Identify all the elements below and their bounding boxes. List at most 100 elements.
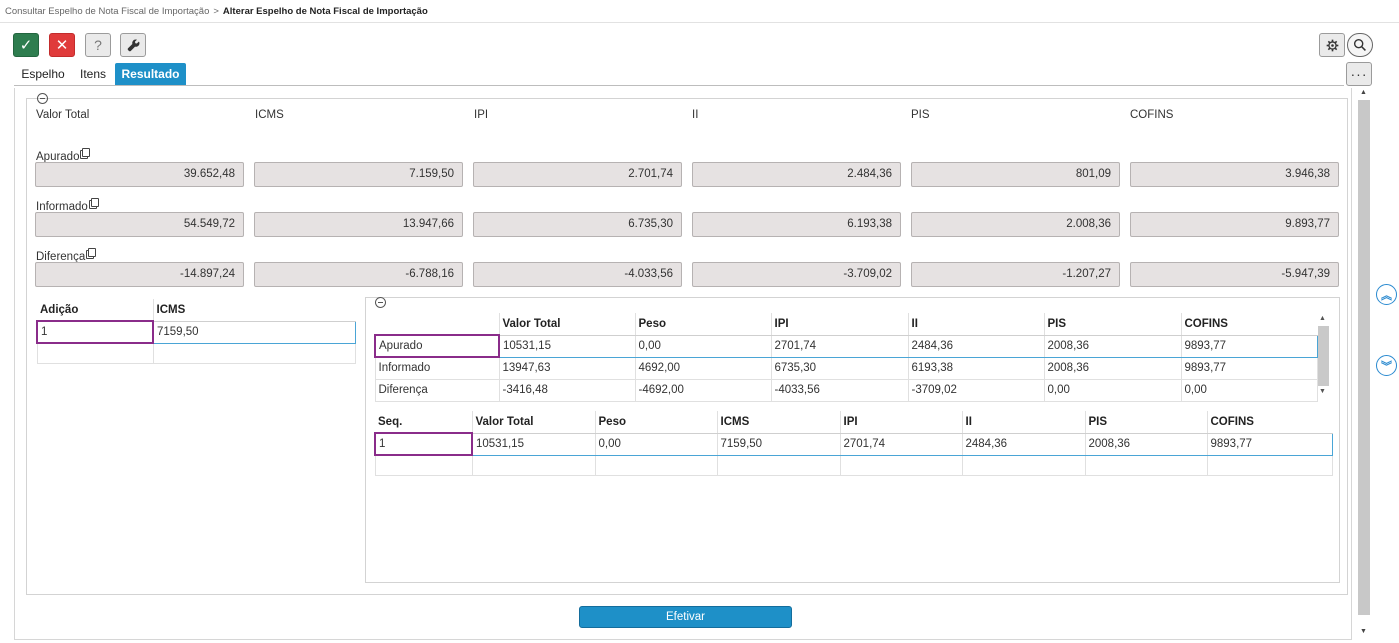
summary-header-valor-total: Valor Total xyxy=(36,109,90,121)
column-header-seq[interactable]: Seq. xyxy=(375,411,472,434)
column-header-pis[interactable]: PIS xyxy=(1043,313,1181,336)
copy-icon[interactable] xyxy=(86,248,97,259)
breadcrumb-parent-link[interactable]: Consultar Espelho de Nota Fiscal de Impo… xyxy=(5,6,210,17)
cell-cofins[interactable]: 9893,77 xyxy=(1206,432,1333,456)
tab-espelho[interactable]: Espelho xyxy=(21,67,65,81)
column-header-ii[interactable]: II xyxy=(961,411,1085,434)
cell-ipi[interactable]: 2701,74 xyxy=(839,432,963,456)
column-header-peso[interactable]: Peso xyxy=(594,411,717,434)
summary-header-pis: PIS xyxy=(911,109,930,121)
compare-table-scrollbar[interactable]: ▲ ▼ xyxy=(1316,314,1331,399)
cell-label[interactable]: Informado xyxy=(374,356,500,380)
cell-label[interactable]: Apurado xyxy=(374,334,500,358)
more-icon: ··· xyxy=(1350,66,1368,82)
column-header-ii[interactable]: II xyxy=(907,313,1044,336)
cell-icms[interactable]: 7159,50 xyxy=(152,320,356,344)
column-header-cofins[interactable]: COFINS xyxy=(1206,411,1332,434)
copy-icon[interactable] xyxy=(80,148,91,159)
column-header-ipi[interactable]: IPI xyxy=(770,313,908,336)
column-header-valor-total[interactable]: Valor Total xyxy=(498,313,635,336)
table-row[interactable]: Diferença -3416,48 -4692,00 -4033,56 -37… xyxy=(374,378,1318,402)
cell-ipi[interactable]: -4033,56 xyxy=(770,378,909,402)
collapse-summary-icon[interactable] xyxy=(37,93,48,104)
item-detail-panel xyxy=(365,297,1340,583)
cell-adicao[interactable]: 1 xyxy=(36,320,154,344)
adicao-table: Adição ICMS 1 7159,50 xyxy=(36,299,356,364)
table-row[interactable]: 1 7159,50 xyxy=(36,320,356,344)
cell-valor-total[interactable]: 10531,15 xyxy=(471,432,596,456)
cell-peso[interactable]: 0,00 xyxy=(634,334,772,358)
tab-itens[interactable]: Itens xyxy=(79,67,106,81)
column-header-valor-total[interactable]: Valor Total xyxy=(471,411,595,434)
cell-ii[interactable]: -3709,02 xyxy=(907,378,1045,402)
summary-header-ipi: IPI xyxy=(474,109,489,121)
table-row[interactable]: Informado 13947,63 4692,00 6735,30 6193,… xyxy=(374,356,1318,380)
cell-valor-total[interactable]: 10531,15 xyxy=(498,334,636,358)
apurado-cofins: 3.946,38 xyxy=(1130,162,1339,187)
cell-pis[interactable]: 2008,36 xyxy=(1084,432,1208,456)
apurado-ii: 2.484,36 xyxy=(692,162,901,187)
cell-cofins[interactable]: 0,00 xyxy=(1180,378,1318,402)
scroll-up-arrow-icon[interactable]: ▲ xyxy=(1319,315,1326,322)
cell-seq[interactable]: 1 xyxy=(374,432,473,456)
table-header-row: Seq. Valor Total Peso ICMS IPI II PIS CO… xyxy=(375,411,1332,434)
table-row[interactable]: 1 10531,15 0,00 7159,50 2701,74 2484,36 … xyxy=(374,432,1333,456)
cell-label[interactable]: Diferença xyxy=(374,378,500,402)
settings-button[interactable] xyxy=(1319,33,1345,57)
cell-pis[interactable]: 0,00 xyxy=(1043,378,1182,402)
tab-resultado[interactable]: Resultado xyxy=(115,63,186,85)
cell-ii[interactable]: 2484,36 xyxy=(907,334,1045,358)
cell-valor-total[interactable]: -3416,48 xyxy=(498,378,636,402)
apurado-valor-total: 39.652,48 xyxy=(35,162,244,187)
apurado-ipi: 2.701,74 xyxy=(473,162,682,187)
cell-ii[interactable]: 6193,38 xyxy=(907,356,1045,380)
tools-button[interactable] xyxy=(120,33,146,57)
cancel-button[interactable]: ✕ xyxy=(49,33,75,57)
column-header-icms[interactable]: ICMS xyxy=(152,299,355,322)
double-chevron-up-icon: ︽ xyxy=(1381,289,1392,302)
search-button[interactable] xyxy=(1347,33,1373,57)
more-options-button[interactable]: ··· xyxy=(1346,62,1372,86)
cell-pis[interactable]: 2008,36 xyxy=(1043,334,1182,358)
scrollbar-thumb[interactable] xyxy=(1318,326,1329,386)
efetivar-button[interactable]: Efetivar xyxy=(579,606,792,628)
tab-divider xyxy=(14,85,1344,86)
column-header-cofins[interactable]: COFINS xyxy=(1180,313,1317,336)
cell-peso[interactable]: 4692,00 xyxy=(634,356,772,380)
scroll-down-arrow-icon[interactable]: ▼ xyxy=(1319,388,1326,395)
question-icon: ? xyxy=(94,37,102,53)
informado-ipi: 6.735,30 xyxy=(473,212,682,237)
breadcrumb-current: Alterar Espelho de Nota Fiscal de Import… xyxy=(222,6,428,17)
column-header-adicao[interactable]: Adição xyxy=(37,299,153,322)
scroll-down-arrow-icon[interactable]: ▼ xyxy=(1360,628,1367,635)
scroll-up-arrow-icon[interactable]: ▲ xyxy=(1360,89,1367,96)
help-button[interactable]: ? xyxy=(85,33,111,57)
informado-valor-total: 54.549,72 xyxy=(35,212,244,237)
scrollbar-thumb[interactable] xyxy=(1358,100,1370,615)
cell-ipi[interactable]: 2701,74 xyxy=(770,334,909,358)
copy-icon[interactable] xyxy=(88,198,99,209)
column-header-ipi[interactable]: IPI xyxy=(839,411,962,434)
cell-icms[interactable]: 7159,50 xyxy=(716,432,841,456)
cell-ii[interactable]: 2484,36 xyxy=(961,432,1086,456)
cell-peso[interactable]: -4692,00 xyxy=(634,378,772,402)
collapse-detail-icon[interactable] xyxy=(375,297,386,308)
apurado-pis: 801,09 xyxy=(911,162,1120,187)
cell-cofins[interactable]: 9893,77 xyxy=(1180,334,1318,358)
cell-cofins[interactable]: 9893,77 xyxy=(1180,356,1318,380)
confirm-button[interactable]: ✓ xyxy=(13,33,39,57)
table-row[interactable]: Apurado 10531,15 0,00 2701,74 2484,36 20… xyxy=(374,334,1318,358)
summary-row-label-informado: Informado xyxy=(36,198,99,213)
check-icon: ✓ xyxy=(19,37,33,54)
column-header-icms[interactable]: ICMS xyxy=(716,411,840,434)
column-header-pis[interactable]: PIS xyxy=(1084,411,1207,434)
column-header-peso[interactable]: Peso xyxy=(634,313,771,336)
summary-header-ii: II xyxy=(692,109,699,121)
cell-peso[interactable]: 0,00 xyxy=(594,432,718,456)
main-scrollbar[interactable]: ▲ ▼ xyxy=(1357,88,1371,640)
scroll-bottom-button[interactable]: ︾ xyxy=(1376,355,1397,376)
cell-ipi[interactable]: 6735,30 xyxy=(770,356,909,380)
scroll-top-button[interactable]: ︽ xyxy=(1376,284,1397,305)
cell-pis[interactable]: 2008,36 xyxy=(1043,356,1182,380)
cell-valor-total[interactable]: 13947,63 xyxy=(498,356,636,380)
